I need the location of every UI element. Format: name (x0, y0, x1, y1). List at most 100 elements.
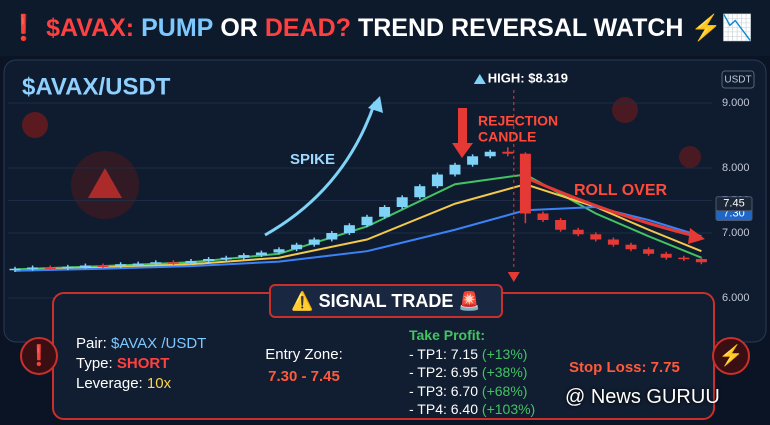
candle-body (396, 197, 408, 207)
ma-line (14, 183, 702, 272)
candle-body (273, 249, 285, 253)
entry-col: Entry Zone: 7.30 - 7.45 (244, 344, 364, 388)
candle-body (62, 266, 74, 269)
candle-body (643, 249, 655, 254)
title-part: ❗ (8, 13, 40, 42)
title-part: DEAD? (264, 13, 351, 42)
rejection-head (452, 143, 473, 158)
candle-body (255, 252, 267, 256)
y-tick-label: 6.000 (722, 292, 750, 304)
label: Leverage: (76, 375, 143, 392)
tp-gain: (+68%) (481, 382, 528, 399)
candle-body (484, 151, 496, 157)
pair: $AVAX /USDT (111, 335, 207, 352)
y-tick-label: 8.000 (722, 162, 750, 174)
roll-over-arrow (519, 173, 696, 238)
candle-body (678, 257, 690, 260)
candle-body (185, 260, 197, 263)
rejection-label: REJECTION (478, 113, 558, 129)
header: ❗ $AVAX: PUMP OR DEAD? TREND REVERSAL WATCH ⚡📉 (0, 0, 770, 56)
candle-body (572, 229, 584, 235)
badge: ⚡ (712, 337, 750, 375)
signal-panel: ⚠️ SIGNAL TRADE 🚨 Pair: $AVAX /USDT Type… (52, 284, 715, 420)
icon-deco (679, 146, 701, 168)
candle-body (590, 234, 602, 240)
tp-gain: (+38%) (481, 364, 528, 380)
spike-arrow (264, 101, 377, 237)
leverage: 10x (146, 375, 172, 392)
candle-body (44, 267, 56, 269)
y-tick-label: 9.000 (722, 97, 750, 109)
tp-gain: (+103%) (481, 401, 536, 417)
spike-label: SPIKE (290, 151, 335, 168)
candle-body (9, 268, 21, 271)
candle-body (502, 151, 514, 154)
candle-body (238, 255, 250, 258)
candle-body (625, 244, 637, 250)
tp-level: - TP4: 6.40 (409, 401, 479, 417)
candle-body (97, 265, 109, 267)
candle-body (167, 262, 179, 264)
candle-body (660, 253, 672, 258)
price-tag-label: 7.45 (723, 198, 744, 210)
y-tick-label: 7.000 (722, 227, 750, 239)
candle-body (607, 239, 619, 245)
tp-level: - TP3: 6.70 (409, 382, 479, 399)
candle-body (467, 156, 479, 165)
tp-level: - TP1: 7.15 (409, 345, 479, 362)
candle-body (361, 216, 373, 226)
candle-body (431, 174, 443, 187)
price-tag (715, 196, 753, 212)
high-marker (473, 74, 486, 84)
candle-body (519, 153, 531, 214)
signal-title: ⚠️ SIGNAL TRADE 🚨 (269, 284, 503, 318)
candle-body (79, 265, 91, 267)
candle-body (27, 267, 39, 269)
title-part: TREND REVERSAL WATCH (357, 13, 684, 42)
title-part: ⚡📉 (690, 13, 753, 42)
candle-body (695, 259, 707, 263)
candle-body (132, 263, 144, 266)
pair-title: $AVAX/USDT (22, 73, 171, 100)
down-arrow (507, 272, 520, 282)
candle-body (449, 164, 461, 175)
tp-label: Take Profit: (409, 327, 485, 343)
logo-deco (88, 168, 122, 198)
tp-col: Take Profit: - TP1: 7.15 (+13%) - TP2: 6.… (409, 326, 535, 419)
label: Pair: (76, 335, 107, 352)
title-part: OR (220, 13, 258, 42)
candle-body (291, 244, 303, 250)
tp-row: - TP3: 6.70 (+68%) (409, 382, 535, 401)
pair-col: Pair: $AVAX /USDT Type: SHORT Leverage: … (76, 334, 206, 394)
entry-label: Entry Zone: (265, 346, 343, 363)
candle-body (414, 186, 426, 198)
candle-body (308, 239, 320, 245)
candle-body (343, 225, 355, 233)
roll-over-label: ROLL OVER (574, 182, 667, 199)
tp-gain: (+13%) (481, 345, 528, 362)
ma-line (14, 173, 702, 271)
badge: ❗ (20, 337, 58, 375)
icon-deco (612, 97, 638, 123)
candle-body (150, 262, 162, 264)
high-label: HIGH: $8.319 (488, 70, 568, 85)
candle-body (203, 259, 215, 261)
title-part: $AVAX: (46, 13, 135, 42)
entry: 7.30 - 7.45 (268, 368, 340, 385)
rejection-arrow (458, 108, 467, 143)
icon-deco (22, 112, 48, 138)
unit-box (721, 70, 755, 89)
title-part: PUMP (141, 13, 214, 42)
candle-body (555, 220, 567, 230)
spike-head (368, 96, 383, 113)
rejection-label: CANDLE (478, 129, 536, 145)
label: Type: (76, 355, 113, 372)
tp-row: - TP1: 7.15 (+13%) (409, 345, 535, 364)
roll-over-head (688, 228, 705, 244)
stop-loss: Stop Loss: 7.75 (569, 359, 680, 376)
candle-body (220, 257, 232, 260)
candle-body (537, 213, 549, 220)
candle-body (326, 233, 338, 240)
